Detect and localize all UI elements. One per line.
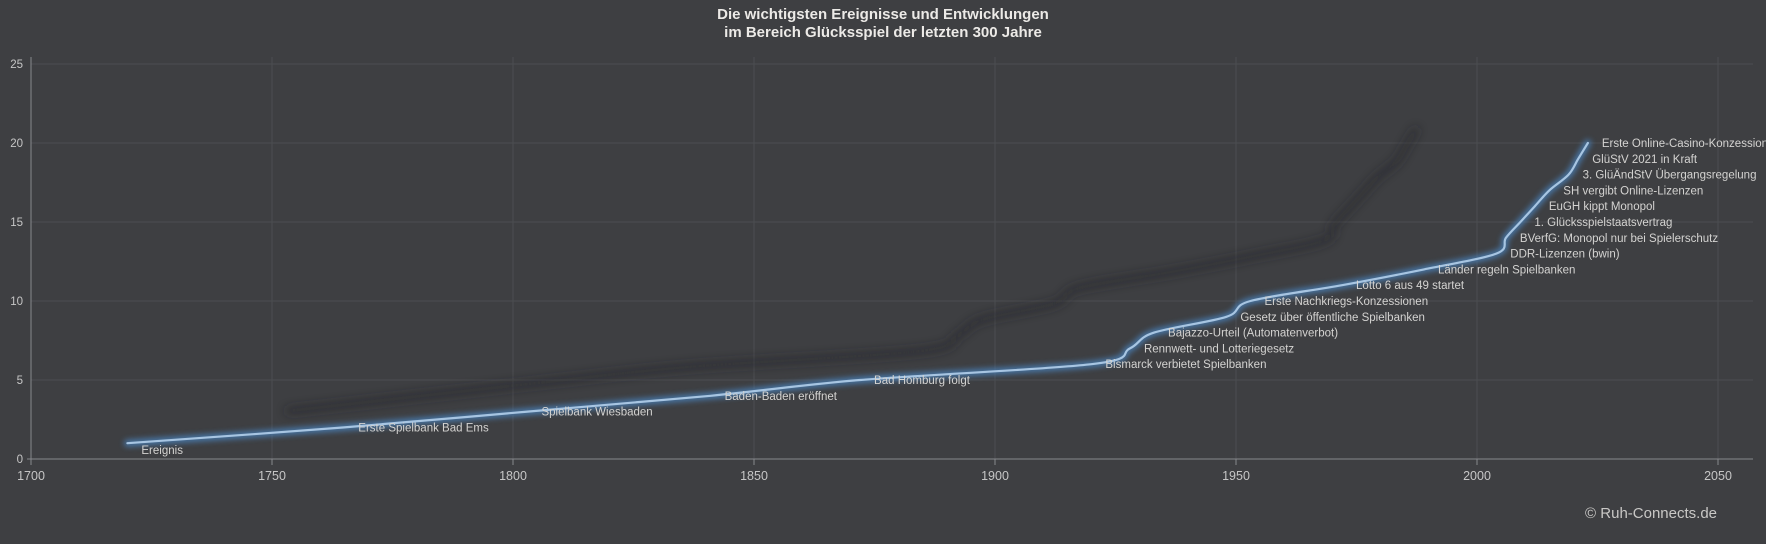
x-axis-tick-label: 1950 bbox=[1222, 469, 1250, 483]
event-label: 3. GlüÄndStV Übergangsregelung bbox=[1583, 170, 1757, 182]
event-label: Spielbank Wiesbaden bbox=[541, 407, 652, 419]
event-line-shadow bbox=[285, 127, 1419, 414]
event-label: Länder regeln Spielbanken bbox=[1438, 264, 1575, 276]
event-label: 1. Glücksspielstaatsvertrag bbox=[1534, 217, 1672, 229]
event-labels: Ereignis Erste Spielbank Bad Ems Spielbank… bbox=[141, 138, 1766, 457]
event-label: Lotto 6 aus 49 startet bbox=[1356, 280, 1465, 292]
event-line-core bbox=[126, 141, 1589, 445]
event-label: DDR-Lizenzen (bwin) bbox=[1510, 249, 1619, 261]
x-axis-tick-label: 1750 bbox=[258, 469, 286, 483]
line-shadow bbox=[285, 127, 1419, 414]
axes bbox=[27, 57, 1753, 465]
x-axis-tick-label: 1900 bbox=[981, 469, 1009, 483]
y-axis-tick-label: 25 bbox=[10, 59, 23, 71]
event-line bbox=[123, 139, 1592, 447]
x-axis-tick-label: 2000 bbox=[1463, 469, 1491, 483]
y-axis-tick-label: 20 bbox=[10, 138, 23, 150]
chart-title-line2: im Bereich Glücksspiel der letzten 300 J… bbox=[724, 24, 1042, 41]
y-axis-tick-label: 5 bbox=[17, 375, 23, 387]
event-label: Bismarck verbietet Spielbanken bbox=[1105, 359, 1266, 371]
event-label: Baden-Baden eröffnet bbox=[725, 391, 838, 403]
event-label: Bajazzo-Urteil (Automatenverbot) bbox=[1168, 328, 1338, 340]
event-label: Rennwett- und Lotteriegesetz bbox=[1144, 343, 1294, 355]
copyright-text: © Ruh-Connects.de bbox=[1585, 505, 1717, 522]
chart-title: Die wichtigsten Ereignisse und Entwicklu… bbox=[0, 6, 1766, 42]
event-label: Erste Online-Casino-Konzessionen bbox=[1602, 138, 1766, 150]
event-label: Erste Spielbank Bad Ems bbox=[358, 422, 489, 434]
y-axis-tick-label: 15 bbox=[10, 217, 23, 229]
x-axis-tick-label: 1800 bbox=[499, 469, 527, 483]
y-axis-tick-label: 10 bbox=[10, 296, 23, 308]
event-label: BVerfG: Monopol nur bei Spielerschutz bbox=[1520, 233, 1718, 245]
event-label: Ereignis bbox=[141, 445, 183, 457]
event-label: Erste Nachkriegs-Konzessionen bbox=[1264, 296, 1428, 308]
event-label: GlüStV 2021 in Kraft bbox=[1592, 154, 1698, 166]
event-label: SH vergibt Online-Lizenzen bbox=[1563, 185, 1703, 197]
event-label: Gesetz über öffentliche Spielbanken bbox=[1240, 312, 1425, 324]
event-label: EuGH kippt Monopol bbox=[1549, 201, 1655, 213]
x-axis-tick-label: 1700 bbox=[17, 469, 45, 483]
x-axis-tick-label: 2050 bbox=[1704, 469, 1732, 483]
axis-tick-labels: 1700 1750 1800 1850 1900 1950 2000 2050 0 5 10 15 20… bbox=[10, 59, 1732, 483]
gridlines bbox=[30, 57, 1753, 459]
x-axis-tick-label: 1850 bbox=[740, 469, 768, 483]
chart-title-line1: Die wichtigsten Ereignisse und Entwicklu… bbox=[717, 6, 1049, 23]
event-label: Bad Homburg folgt bbox=[874, 375, 971, 387]
y-axis-tick-label: 0 bbox=[17, 454, 23, 466]
